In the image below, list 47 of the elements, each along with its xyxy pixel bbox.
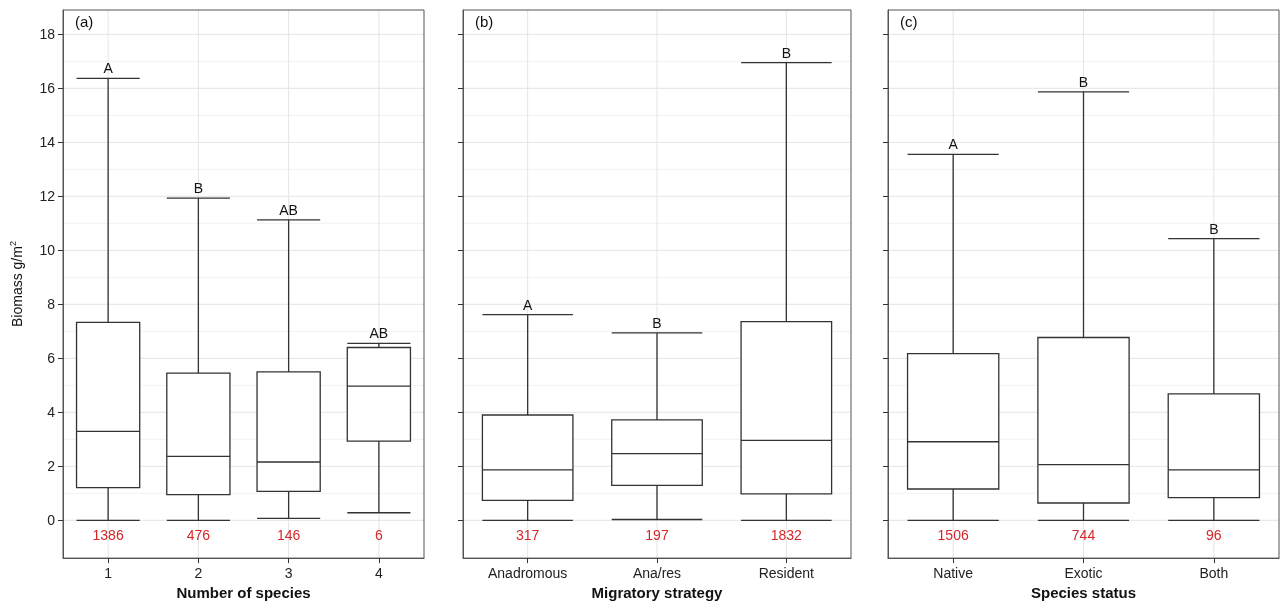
annotation: B: [652, 314, 662, 331]
annotation: 96: [1206, 527, 1222, 544]
annotation: 6: [374, 527, 383, 544]
y-tick-label: 4: [47, 404, 56, 421]
annotation: 1386: [92, 527, 124, 544]
annotation: 744: [1071, 527, 1096, 544]
y-tick-label: 8: [47, 296, 56, 313]
annotation: 197: [645, 527, 669, 544]
annotation: AB: [279, 201, 298, 218]
y-tick-label: 14: [39, 134, 56, 151]
x-tick-label: Ana/res: [632, 565, 682, 582]
annotation: 146: [276, 527, 301, 544]
annotation: A: [522, 296, 533, 313]
y-tick-label: 0: [47, 512, 56, 529]
x-axis-title: Migratory strategy: [591, 584, 724, 601]
annotation: 317: [515, 527, 540, 544]
annotation: A: [103, 60, 114, 77]
annotation: 1832: [770, 527, 803, 544]
annotation: AB: [369, 325, 389, 342]
x-axis-title: Species status: [1030, 584, 1137, 601]
y-tick-label: 16: [39, 80, 56, 97]
y-tick-label: 12: [39, 188, 56, 205]
x-tick-label: 3: [284, 565, 293, 582]
x-tick-label: Anadromous: [487, 565, 568, 582]
annotation: A: [948, 136, 959, 153]
x-tick-label: Resident: [758, 565, 815, 582]
annotation: (c): [900, 13, 918, 30]
annotation: (b): [475, 13, 494, 30]
x-tick-label: Native: [933, 565, 974, 582]
annotation: 1506: [937, 527, 969, 544]
annotation: 476: [186, 527, 211, 544]
y-tick-label: 6: [47, 350, 56, 367]
annotation: B: [1209, 220, 1219, 237]
annotation: B: [1078, 73, 1089, 90]
annotation: B: [193, 180, 204, 197]
y-tick-label: 10: [39, 242, 56, 259]
annotation: B: [781, 44, 792, 61]
annotation: (a): [75, 13, 94, 30]
x-tick-label: 1: [104, 565, 113, 582]
x-tick-label: Both: [1199, 565, 1229, 582]
y-axis-title: Biomass g/m2: [7, 241, 25, 328]
x-tick-label: 2: [194, 565, 203, 582]
y-tick-label: 2: [47, 458, 56, 475]
y-tick-label: 18: [39, 26, 56, 43]
x-tick-label: 4: [374, 565, 383, 582]
x-axis-title: Number of species: [176, 584, 311, 601]
x-tick-label: Exotic: [1064, 565, 1103, 582]
